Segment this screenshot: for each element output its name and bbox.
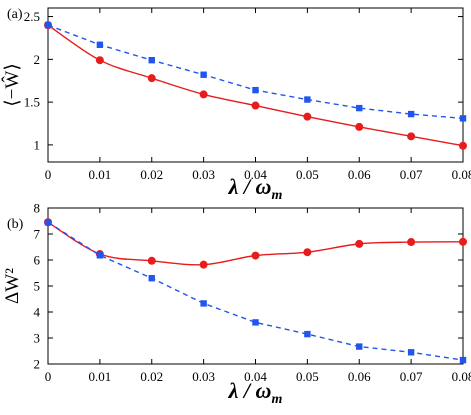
- panel-a-y-tick-label: 1.5: [24, 95, 40, 110]
- panel-b-series-2-point: [252, 319, 259, 326]
- panel-a-series-2-point: [252, 86, 259, 94]
- panel-b-y-tick-label: 2: [34, 357, 41, 372]
- panel-a-x-tick-label: 0.07: [400, 167, 423, 182]
- panel-a-series-2-point: [44, 21, 52, 29]
- panel-a-series-1-point: [459, 141, 467, 150]
- panel-b-series-2-point: [459, 356, 467, 364]
- panel-a-y-tick-label: 2: [34, 52, 41, 67]
- panel-b-x-tick-label: 0.04: [244, 369, 267, 384]
- panel-a-series-2-point: [459, 115, 467, 122]
- panel-a-series-1-point: [95, 56, 104, 65]
- panel-a-x-tick-label: 0: [45, 167, 52, 182]
- panel-a-y-tick-label: 1: [34, 137, 41, 152]
- panel-b-y-axis-label: ΔW²: [2, 268, 23, 304]
- panel-b-x-axis-label: λ / ωm: [228, 378, 283, 407]
- panel-a-x-tick-label: 0.05: [296, 167, 319, 182]
- panel-b-panel-label: (b): [7, 217, 24, 232]
- panel-b-y-tick-label: 7: [34, 227, 41, 242]
- panel-b-series-2-point: [304, 330, 311, 338]
- panel-a-series-2-point: [304, 96, 311, 103]
- panel-b-series-2-point: [148, 275, 155, 282]
- panel-b-series-2-point: [44, 219, 52, 226]
- panel-a-x-tick-label: 0.06: [348, 167, 371, 182]
- panel-a-y-axis-label: ⟨−Ŵ⟩: [1, 63, 23, 106]
- panel-a-plot: 0 0.01 0.02 0.03 0.04 0.05 0.06 0.07 0.08 1 1.5 2 2.…: [1, 7, 471, 203]
- panel-a-series-1-point: [199, 90, 208, 99]
- panel-b-x-tick-label: 0: [45, 369, 52, 384]
- panel-a-y-tick-label: 2.5: [24, 9, 40, 24]
- panel-b-x-tick-label: 0.08: [452, 369, 471, 384]
- panel-b-series-1-point: [355, 239, 364, 248]
- panel-b-series-2-line: [47, 221, 464, 361]
- panel-b-y-tick-label: 5: [34, 279, 41, 294]
- panel-a-series-2-point: [148, 56, 155, 64]
- panel-b-series-2-point: [407, 349, 415, 356]
- panel-b-y-tick-label: 6: [34, 253, 41, 268]
- panel-a-series-2-point: [96, 41, 104, 48]
- panel-b-series-1-point: [251, 251, 260, 260]
- panel-a-series-1-point: [407, 132, 416, 141]
- panel-b-x-tick-label: 0.02: [140, 369, 163, 384]
- panel-a-x-tick-label: 0.03: [192, 167, 215, 182]
- panel-b-series-2-point: [200, 300, 207, 307]
- panel-a-series-1-point: [303, 112, 312, 121]
- panel-a-x-tick-label: 0.04: [244, 167, 267, 182]
- panel-b-x-tick-label: 0.07: [400, 369, 423, 384]
- panel-a-series-1-line: [47, 24, 464, 147]
- panel-b-series-1-point: [407, 238, 416, 247]
- panel-b-y-tick-label: 3: [34, 331, 41, 346]
- panel-a-x-tick-label: 0.02: [140, 167, 163, 182]
- panel-a-x-tick-label: 0.01: [89, 167, 112, 182]
- panel-b-y-tick-label: 8: [34, 201, 41, 216]
- panel-b-x-tick-label: 0.06: [348, 369, 371, 384]
- panel-a-series-2-point: [200, 71, 207, 78]
- panel-b-y-tick-label: 4: [34, 305, 41, 320]
- panel-a-series-1-point: [251, 101, 260, 110]
- panel-a-series-1-point: [355, 122, 364, 131]
- panel-b-series-1-point: [199, 260, 208, 269]
- panel-b-series-2-point: [356, 343, 363, 350]
- panel-a-panel-label: (a): [7, 7, 23, 22]
- panel-b-x-tick-label: 0.03: [192, 369, 215, 384]
- panel-a-x-tick-label: 0.08: [452, 167, 471, 182]
- panel-a-series-2-point: [356, 104, 363, 112]
- panel-a-series-2-point: [407, 110, 415, 118]
- panel-b-axes-frame: [47, 207, 464, 365]
- panel-b-series-2-point: [96, 252, 104, 259]
- panel-a-series-1-point: [147, 74, 156, 83]
- panel-b-plot: 0 0.01 0.02 0.03 0.04 0.05 0.06 0.07 0.08 2 3 4 5 6 7 8…: [2, 201, 471, 408]
- panel-b-x-tick-label: 0.01: [89, 369, 112, 384]
- panel-b-series-1-point: [147, 256, 156, 265]
- panel-b-series-1-point: [459, 237, 467, 246]
- panel-a-x-axis-label: λ / ωm: [228, 174, 283, 203]
- panel-a-axes-frame: [47, 7, 464, 163]
- panel-b-x-tick-label: 0.05: [296, 369, 319, 384]
- panel-b-series-1-point: [303, 248, 312, 257]
